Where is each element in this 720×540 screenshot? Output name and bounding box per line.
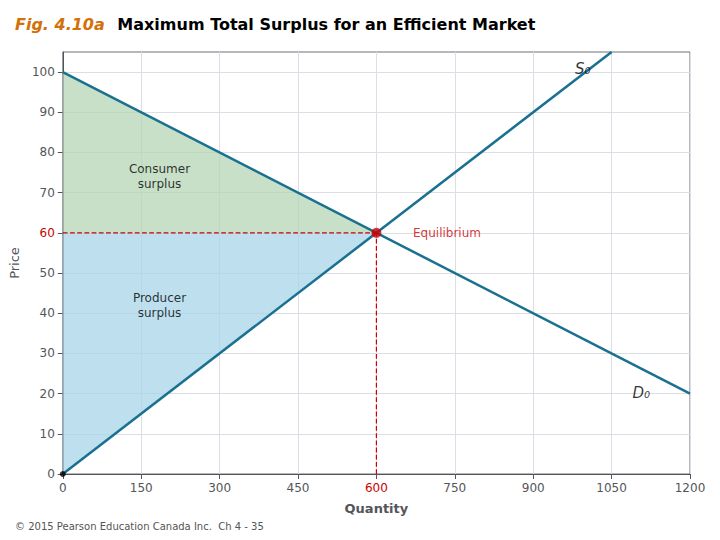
svg-text:Producer: Producer [133,291,186,305]
svg-text:D₀: D₀ [633,384,651,402]
svg-text:50: 50 [40,266,55,280]
svg-text:Equilibrium: Equilibrium [413,226,481,240]
svg-text:Price: Price [7,247,22,279]
svg-text:Maximum Total Surplus for an E: Maximum Total Surplus for an Efficient M… [117,15,535,34]
svg-text:surplus: surplus [138,306,182,320]
svg-text:70: 70 [40,186,55,200]
svg-text:© 2015 Pearson Education Canad: © 2015 Pearson Education Canada Inc. Ch … [15,521,264,532]
svg-text:10: 10 [40,427,55,441]
svg-text:80: 80 [40,145,55,159]
svg-text:0: 0 [47,467,55,481]
svg-text:0: 0 [59,481,67,495]
svg-text:S₀: S₀ [575,60,591,78]
svg-text:100: 100 [32,65,55,79]
svg-text:1200: 1200 [675,481,706,495]
svg-text:40: 40 [40,306,55,320]
svg-text:20: 20 [40,387,55,401]
svg-text:450: 450 [287,481,310,495]
svg-text:90: 90 [40,105,55,119]
svg-text:30: 30 [40,346,55,360]
svg-text:surplus: surplus [138,177,182,191]
svg-text:60: 60 [40,226,55,240]
svg-text:300: 300 [208,481,231,495]
svg-text:1050: 1050 [596,481,627,495]
svg-text:750: 750 [443,481,466,495]
svg-text:Quantity: Quantity [345,501,409,516]
svg-text:150: 150 [130,481,153,495]
svg-text:Fig. 4.10a: Fig. 4.10a [15,15,105,34]
svg-text:600: 600 [365,481,388,495]
svg-text:Consumer: Consumer [129,162,190,176]
svg-text:900: 900 [522,481,545,495]
